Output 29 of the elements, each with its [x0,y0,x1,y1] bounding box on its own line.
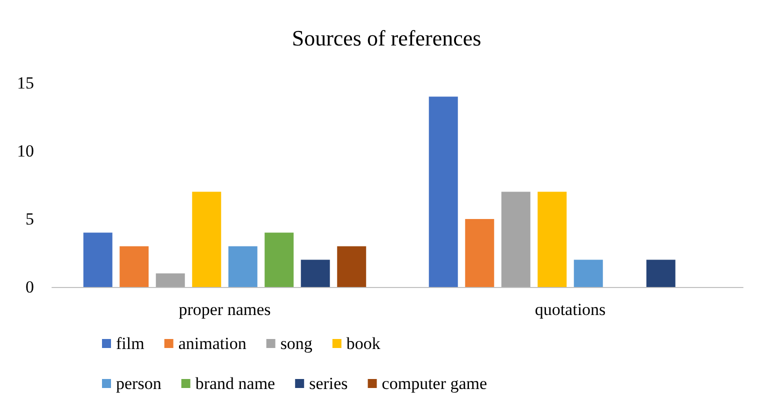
bar [228,246,258,287]
legend-label: computer game [382,374,488,393]
x-tick-label: quotations [534,300,606,319]
bar [538,192,567,287]
legend-label: person [116,374,162,393]
bar [501,192,530,287]
bar [156,273,185,287]
legend-label: film [116,334,144,353]
bar [120,246,149,287]
bar [646,260,676,287]
bar [192,192,222,287]
y-tick-label: 5 [26,210,34,228]
bar [428,96,458,287]
bar [337,246,366,287]
legend-label: song [280,334,313,353]
legend-label: brand name [195,374,276,393]
x-tick-label: proper names [178,300,271,319]
bar [264,232,294,287]
legend-label: book [346,334,381,353]
chart-title: Sources of references [292,26,482,50]
bar [574,260,603,287]
legend-label: series [309,374,348,393]
bar [465,219,494,287]
bar [300,260,330,287]
y-tick-label: 0 [26,278,34,296]
bar [83,232,112,287]
y-tick-label: 15 [17,74,34,92]
legend-label: animation [178,334,247,353]
y-tick-label: 10 [17,142,34,160]
